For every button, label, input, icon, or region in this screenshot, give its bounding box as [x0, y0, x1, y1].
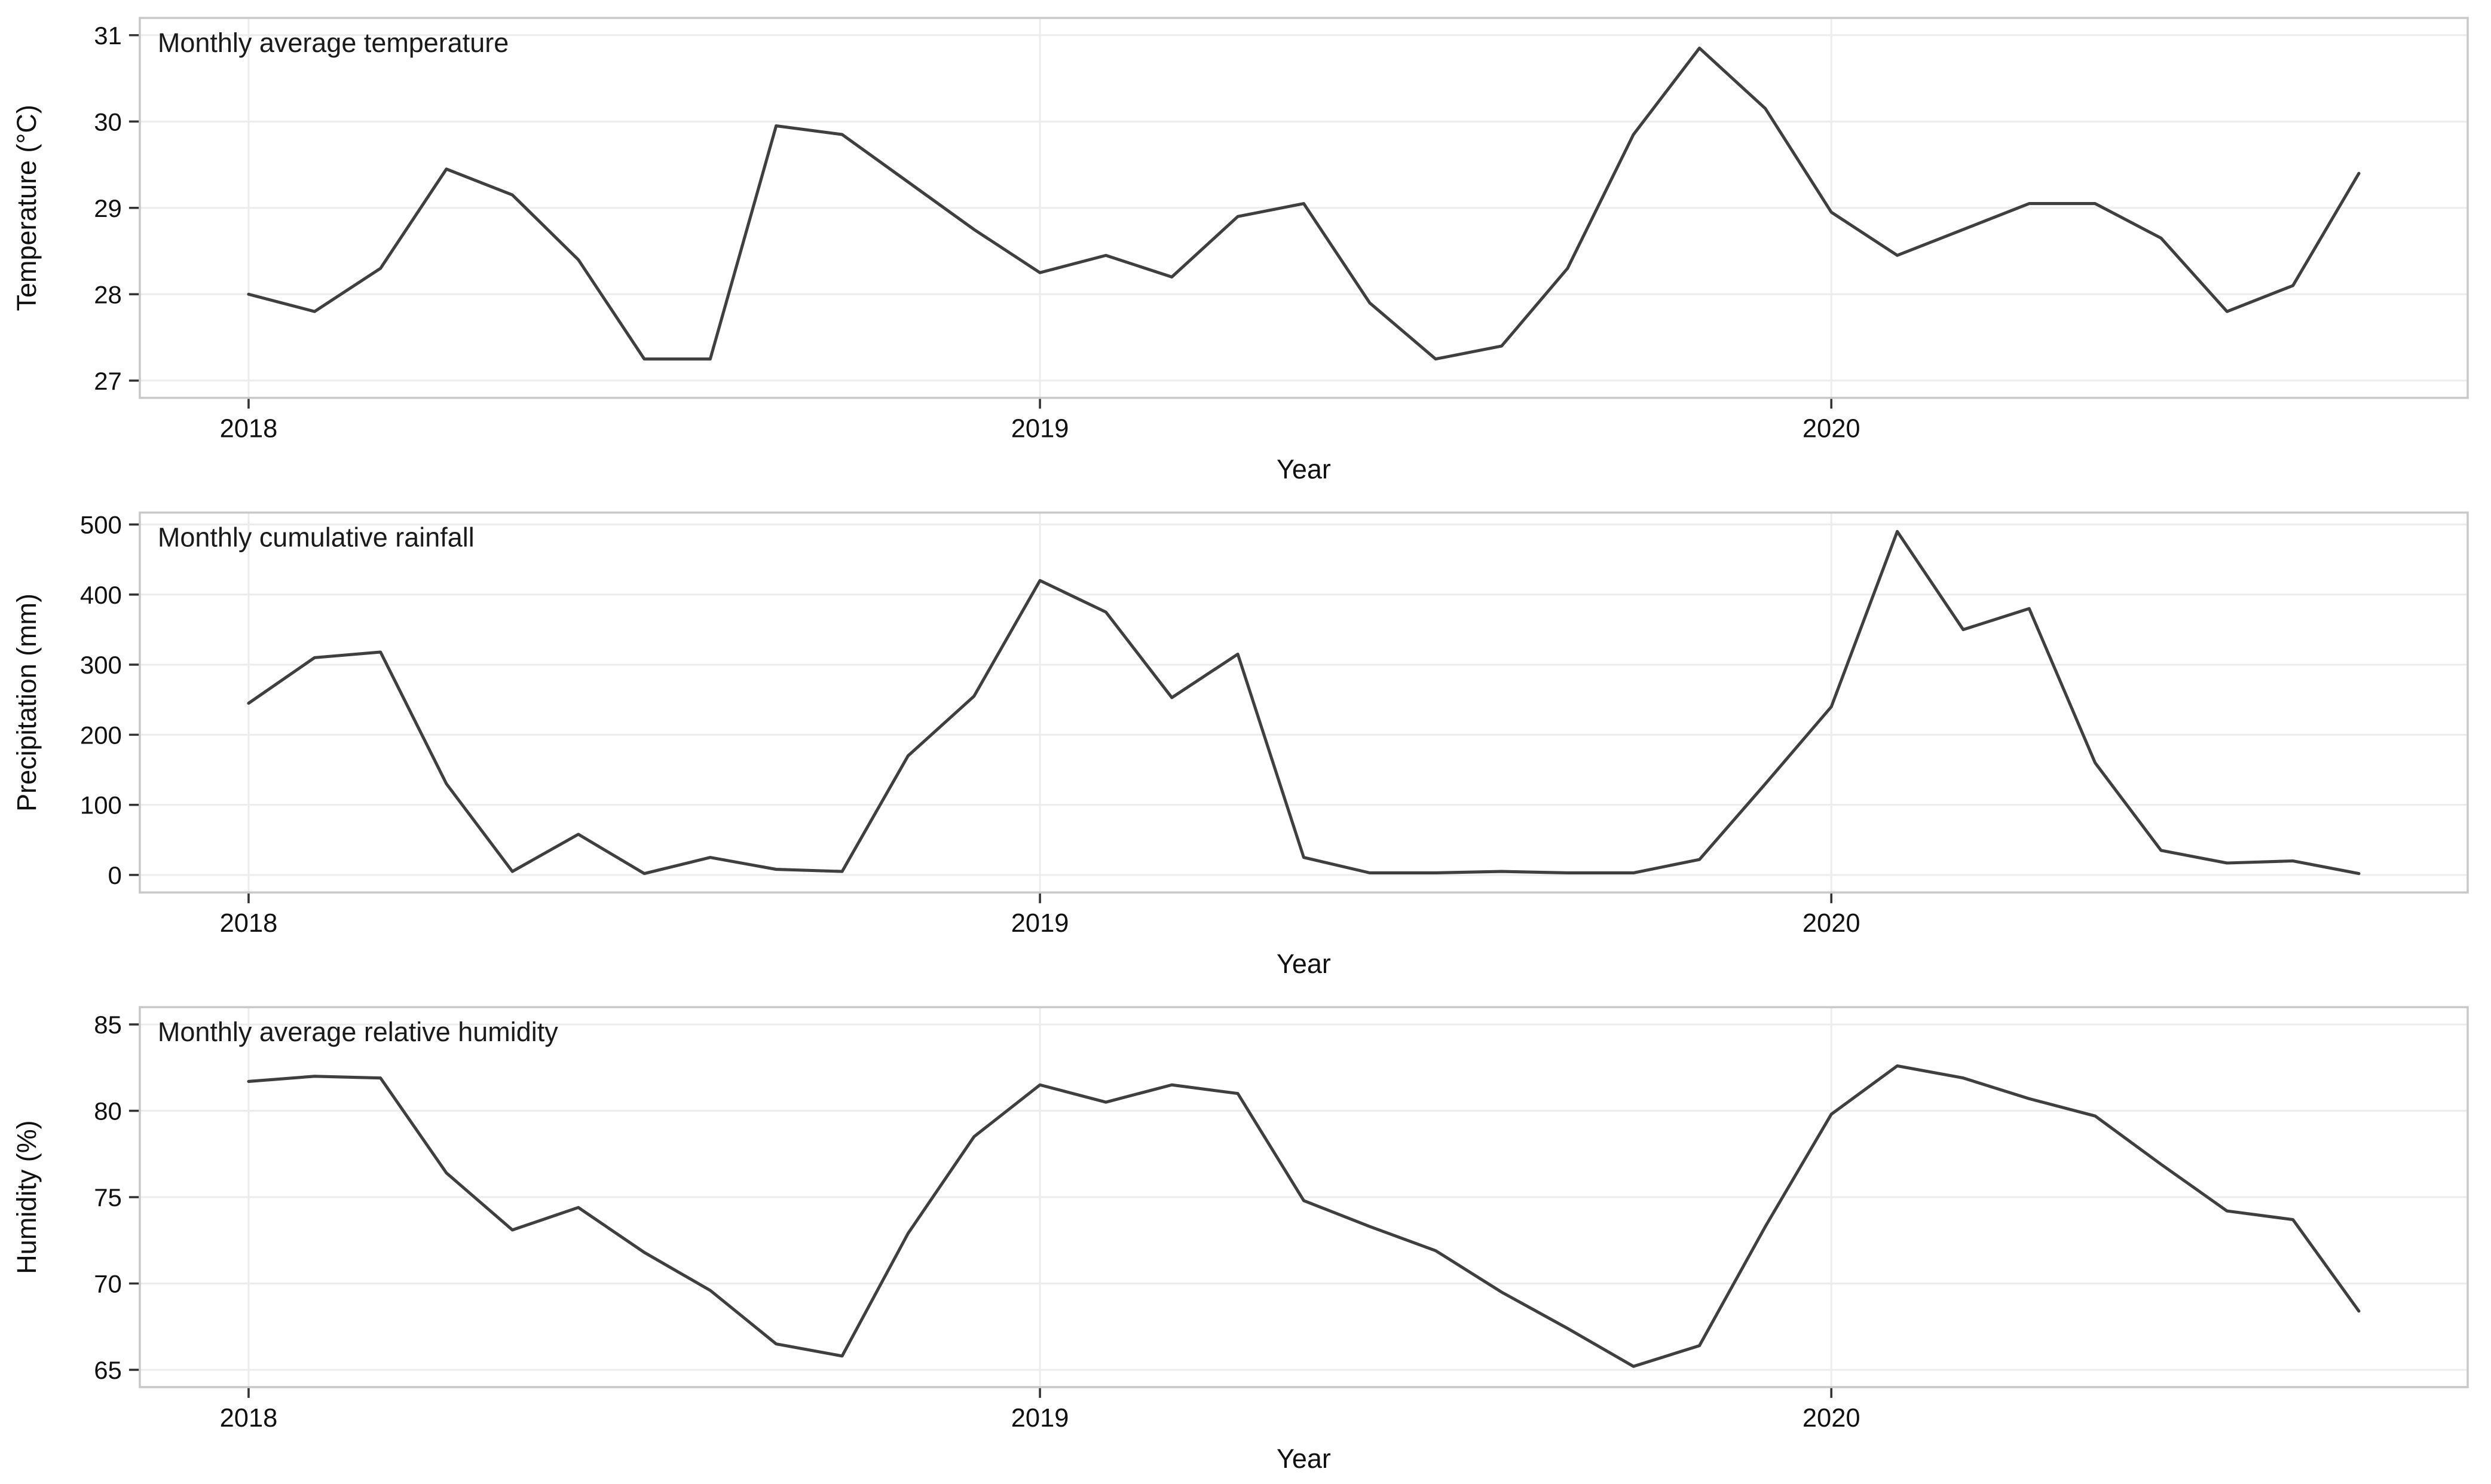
x-tick-label: 2018: [220, 1404, 278, 1433]
y-tick-label: 27: [94, 367, 122, 395]
x-tick-label: 2020: [1803, 415, 1860, 443]
y-tick-label: 30: [94, 108, 122, 136]
axis-ticks: [128, 1023, 1832, 1398]
x-tick-label: 2019: [1011, 1404, 1069, 1433]
y-tick-label: 29: [94, 194, 122, 222]
gridlines: [139, 17, 2468, 398]
x-tick-label: 2020: [1803, 909, 1860, 938]
x-tick-labels: 2018 2019 2020: [220, 415, 1860, 443]
y-axis-title: Humidity (%): [11, 1120, 42, 1274]
y-tick-label: 31: [94, 22, 122, 50]
y-tick-label: 300: [80, 651, 122, 679]
y-tick-label: 500: [80, 511, 122, 539]
gridlines: [139, 512, 2468, 893]
y-tick-label: 80: [94, 1097, 122, 1125]
y-tick-label: 65: [94, 1356, 122, 1384]
plot-border: [139, 1006, 2469, 1388]
y-tick-labels: 0 100 200 300 400 500: [80, 511, 122, 889]
x-tick-label: 2018: [220, 415, 278, 443]
y-tick-label: 85: [94, 1011, 122, 1039]
y-tick-labels: 27 28 29 30 31: [94, 22, 122, 395]
x-axis-title: Year: [1277, 454, 1331, 485]
panel-title: Monthly cumulative rainfall: [158, 522, 475, 553]
y-tick-label: 200: [80, 721, 122, 749]
humidity-line: [247, 1064, 2361, 1368]
humidity-panel: 65 70 75 80 85 2018 2019 2020 Monthly average …: [11, 1006, 2469, 1474]
rainfall-line: [247, 530, 2361, 876]
x-tick-label: 2018: [220, 909, 278, 938]
x-axis-title: Year: [1277, 1443, 1331, 1474]
axis-ticks: [128, 34, 1832, 409]
y-tick-label: 70: [94, 1269, 122, 1298]
axis-ticks: [128, 523, 1832, 904]
gridlines: [139, 1007, 2468, 1387]
y-tick-label: 75: [94, 1183, 122, 1211]
x-tick-label: 2019: [1011, 415, 1069, 443]
y-axis-title: Precipitation (mm): [11, 593, 42, 812]
y-tick-label: 100: [80, 791, 122, 819]
x-axis-title: Year: [1277, 948, 1331, 979]
x-tick-label: 2020: [1803, 1404, 1860, 1433]
x-tick-label: 2019: [1011, 909, 1069, 938]
y-tick-label: 0: [108, 861, 122, 889]
temperature-panel: 27 28 29 30 31 2018 2019 2020 Monthly average …: [11, 17, 2469, 485]
rainfall-panel: 0 100 200 300 400 500 2018 2019 2020 Monthly cu…: [11, 511, 2469, 979]
y-axis-title: Temperature (°C): [11, 105, 42, 311]
y-tick-labels: 65 70 75 80 85: [94, 1011, 122, 1384]
panel-title: Monthly average temperature: [158, 27, 509, 58]
y-tick-label: 400: [80, 581, 122, 609]
x-tick-labels: 2018 2019 2020: [220, 1404, 1860, 1433]
temperature-line: [247, 46, 2361, 361]
plot-border: [139, 17, 2469, 399]
plot-border: [139, 511, 2469, 894]
y-tick-label: 28: [94, 280, 122, 308]
x-tick-labels: 2018 2019 2020: [220, 909, 1860, 938]
panel-title: Monthly average relative humidity: [158, 1017, 558, 1047]
